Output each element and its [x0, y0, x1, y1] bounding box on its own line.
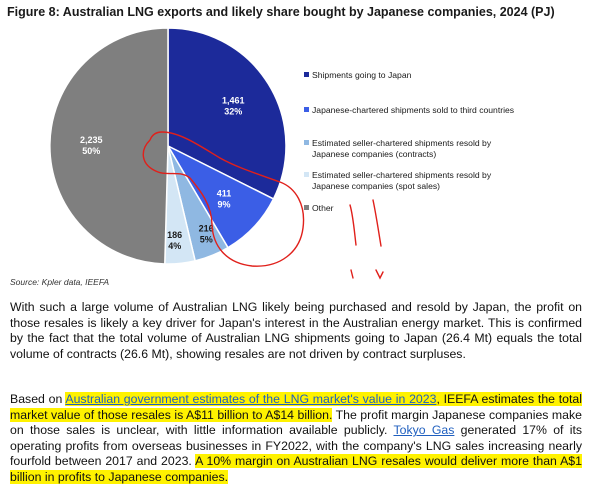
slice-percent-label-resold-spot: 4%: [168, 241, 181, 251]
paragraph-1: With such a large volume of Australian L…: [10, 300, 582, 361]
legend-swatch-third-countries: [304, 107, 309, 112]
slice-value-label-resold-contracts: 216: [199, 224, 214, 234]
slice-percent-label-third-countries: 9%: [217, 199, 230, 209]
red-annotation-stroke-1: [349, 204, 357, 246]
slice-value-label-other: 2,235: [80, 135, 103, 145]
legend-label-third-countries: Japanese-chartered shipments sold to thi…: [312, 105, 514, 115]
link-tokyo-gas[interactable]: Tokyo Gas: [393, 423, 455, 438]
legend-label-other: Other: [312, 203, 334, 213]
legend-label-resold-spot-line-1: Estimated seller-chartered shipments res…: [312, 170, 492, 180]
slice-value-label-third-countries: 411: [217, 188, 232, 198]
red-annotation-tick-2: [375, 269, 384, 280]
slice-percent-label-japan: 32%: [224, 107, 242, 117]
red-annotation-loop: [142, 131, 305, 267]
figure-source: Source: Kpler data, IEEFA: [10, 277, 110, 287]
paragraph-2: Based on Australian government estimates…: [10, 392, 583, 486]
red-annotation-stroke-2: [372, 199, 382, 247]
para2-text-3: The profit margin Japanese companies mak…: [10, 407, 582, 438]
legend-swatch-japan: [304, 72, 309, 77]
slice-value-label-japan: 1,461: [222, 96, 245, 106]
pie-slice-japan: [167, 27, 287, 200]
legend-label-resold-contracts-line-1: Estimated seller-chartered shipments res…: [312, 138, 492, 148]
link-government-estimates[interactable]: Australian government estimates of the L…: [65, 392, 437, 406]
slice-value-label-resold-spot: 186: [167, 230, 182, 240]
legend-label-japan: Shipments going to Japan: [312, 70, 412, 80]
legend-swatch-resold-spot: [304, 172, 309, 177]
figure-title: Figure 8: Australian LNG exports and lik…: [7, 5, 555, 19]
para2-text-1: Based on: [10, 392, 66, 406]
pie-slice-other: [49, 27, 169, 265]
legend-swatch-other: [304, 205, 309, 210]
legend-label-resold-contracts-line-2: Japanese companies (contracts): [312, 149, 436, 159]
slice-percent-label-resold-contracts: 5%: [200, 235, 213, 245]
slice-percent-label-other: 50%: [82, 146, 100, 156]
red-annotation: [142, 131, 384, 280]
legend-label-resold-spot-line-2: Japanese companies (spot sales): [312, 181, 440, 191]
legend-swatch-resold-contracts: [304, 140, 309, 145]
para2-text-2: , IEEFA estimates the total market value…: [10, 392, 583, 422]
para2-text-4: generated 17% of its operating profits f…: [10, 423, 583, 469]
red-annotation-tick-1: [350, 269, 354, 279]
